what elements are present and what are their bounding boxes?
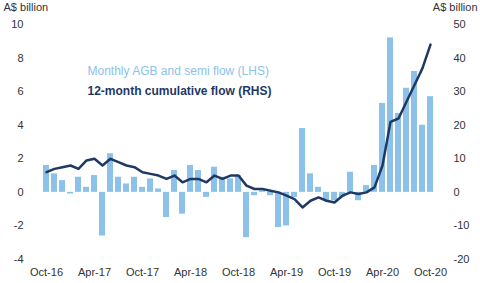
svg-text:10: 10	[454, 152, 466, 164]
svg-text:Apr-18: Apr-18	[174, 266, 207, 278]
svg-text:10: 10	[11, 18, 23, 30]
svg-text:0: 0	[17, 186, 23, 198]
svg-text:Oct-20: Oct-20	[414, 266, 447, 278]
svg-text:50: 50	[454, 18, 466, 30]
svg-text:Apr-20: Apr-20	[366, 266, 399, 278]
svg-text:40: 40	[454, 52, 466, 64]
svg-text:Oct-17: Oct-17	[126, 266, 159, 278]
svg-text:Apr-19: Apr-19	[270, 266, 303, 278]
svg-text:Apr-17: Apr-17	[78, 266, 111, 278]
svg-text:Oct-16: Oct-16	[30, 266, 63, 278]
svg-text:A$ billion: A$ billion	[433, 1, 478, 13]
svg-text:A$ billion: A$ billion	[4, 1, 49, 13]
svg-text:6: 6	[17, 85, 23, 97]
svg-text:2: 2	[17, 152, 23, 164]
svg-text:Monthly AGB and semi flow (LHS: Monthly AGB and semi flow (LHS)	[88, 64, 269, 78]
svg-text:-2: -2	[14, 219, 24, 231]
svg-text:-20: -20	[454, 253, 470, 265]
svg-text:-4: -4	[14, 253, 24, 265]
svg-text:Oct-18: Oct-18	[222, 266, 255, 278]
svg-text:-10: -10	[454, 219, 470, 231]
svg-text:20: 20	[454, 119, 466, 131]
svg-text:8: 8	[17, 52, 23, 64]
svg-text:30: 30	[454, 85, 466, 97]
svg-text:Oct-19: Oct-19	[318, 266, 351, 278]
svg-text:4: 4	[17, 119, 23, 131]
svg-text:0: 0	[454, 186, 460, 198]
svg-text:12-month cumulative flow (RHS): 12-month cumulative flow (RHS)	[88, 84, 272, 98]
